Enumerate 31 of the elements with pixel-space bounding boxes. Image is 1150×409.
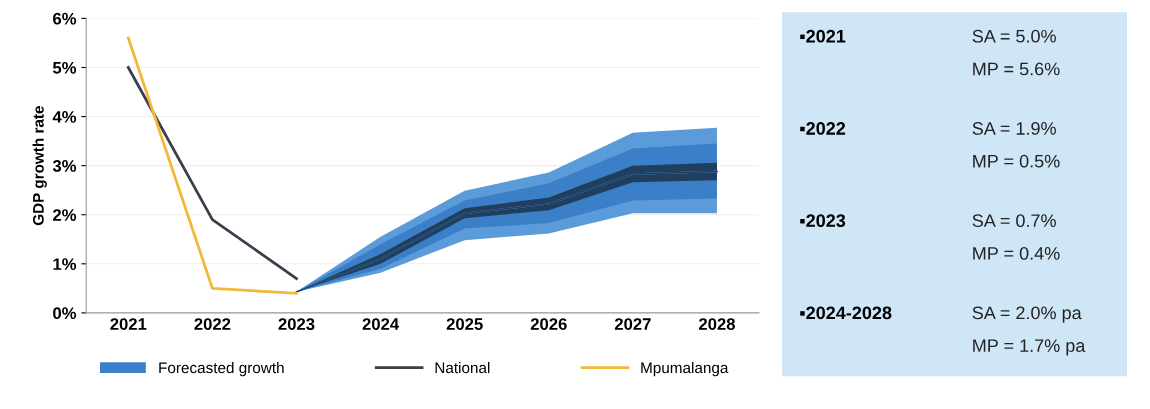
y-tick-label: 1% [53,258,77,270]
legend-label: Mpumalanga [641,361,729,377]
x-tick-label: 2026 [530,318,567,330]
text: ▪2022 [800,122,846,135]
text: SA = 5.0% [972,29,1056,43]
y-tick-label: 4% [52,111,77,123]
y-tick-label: 2% [53,209,77,221]
y-tick-label: 3% [52,160,77,172]
x-tick-label: 2021 [110,318,147,330]
text: SA = 1.9% [972,122,1056,135]
x-tick-label: 2025 [446,318,483,330]
x-tick-label: 2028 [698,318,735,330]
y-tick-label: 6% [53,12,77,25]
x-tick-label: 2027 [614,318,651,330]
text: MP = 0.5% [973,154,1060,168]
text: MP = 1.7% pa [973,339,1086,356]
x-tick-label: 2022 [194,318,231,330]
y-tick-label: 0% [53,307,77,320]
legend-label: National [435,361,490,374]
text: MP = 0.4% [973,247,1060,260]
text: ▪2023 [800,214,846,228]
y-tick-label: 5% [52,61,77,74]
x-tick-label: 2024 [362,318,400,330]
text: SA = 2.0% pa [972,306,1082,323]
text: ▪2021 [800,29,846,43]
legend-label: Forecasted growth [159,361,284,377]
text: ▪2024-2028 [800,306,892,320]
text: SA = 0.7% [972,214,1056,228]
y-axis-title: GDP growth rate [32,106,47,226]
text: MP = 5.6% [973,62,1060,76]
x-tick-label: 2023 [278,318,315,331]
